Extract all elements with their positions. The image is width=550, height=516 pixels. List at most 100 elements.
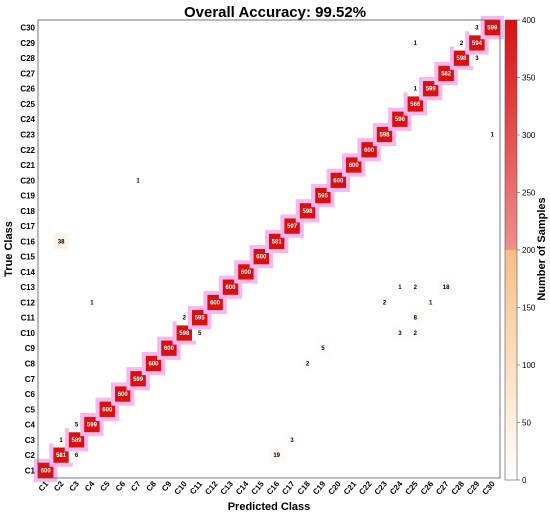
y-tick-label: C14: [20, 268, 35, 277]
y-tick-label: C26: [20, 85, 35, 94]
y-tick-label: C11: [21, 314, 36, 323]
colorbar: [504, 19, 518, 481]
y-tick-label: C21: [20, 161, 35, 170]
heatmap-cell: [407, 279, 423, 295]
colorbar-label: Number of Samples: [536, 197, 548, 300]
colorbar-tick-label: 350: [522, 74, 536, 83]
heatmap-cell: [438, 279, 454, 295]
cell-value-label: 1: [491, 133, 495, 139]
y-tick-label: C23: [20, 131, 35, 140]
x-axis-label: Predicted Class: [228, 501, 311, 513]
y-tick-label: C9: [25, 344, 36, 353]
x-tick-label: C16: [265, 479, 282, 496]
cell-value-label: 1: [414, 41, 418, 47]
y-tick-label: C28: [20, 54, 35, 63]
cell-value-label: 2: [183, 316, 187, 322]
cell-value-label: 589: [71, 438, 82, 444]
x-tick-label: C6: [114, 479, 128, 493]
x-tick-label: C30: [480, 479, 497, 496]
x-tick-label: C5: [98, 479, 112, 493]
cell-value-label: 1: [429, 300, 433, 306]
plot-frame: [37, 19, 501, 479]
heatmap-cell: [53, 233, 69, 249]
heatmap-cell: [315, 340, 331, 356]
y-tick-label: C29: [20, 39, 35, 48]
heatmap-cells: 600 581 6 19 1 589 3 5 599 600 600 599 600 2 600 5 598 5 3…: [34, 16, 504, 482]
colorbar-tick-label: 150: [522, 304, 536, 313]
heatmap-cell: [269, 447, 285, 463]
colorbar-ticks: 0 50 100 150 200 250 300 350 400: [517, 16, 536, 485]
colorbar-tick-label: 400: [522, 16, 536, 25]
cell-value-label: 597: [287, 224, 298, 230]
heatmap-cell: [299, 355, 316, 372]
cell-value-label: 38: [58, 239, 65, 245]
cell-value-label: 2: [383, 300, 387, 306]
cell-value-label: 600: [364, 148, 375, 154]
cell-value-label: 566: [410, 102, 421, 108]
y-tick-label: C17: [20, 222, 35, 231]
y-tick-label: C6: [25, 390, 36, 399]
y-tick-label: C7: [25, 375, 36, 384]
y-tick-label: C1: [25, 466, 36, 475]
cell-value-label: 595: [318, 194, 329, 200]
heatmap-cell: [284, 432, 300, 448]
cell-value-label: 3: [290, 438, 294, 444]
colorbar-tick-label: 200: [522, 246, 536, 255]
x-tick-label: C23: [373, 479, 390, 496]
x-tick-label: C11: [188, 479, 204, 496]
cell-value-label: 600: [164, 346, 175, 352]
heatmap-cell: [130, 172, 146, 188]
x-tick-label: C21: [342, 479, 359, 496]
colorbar-tick-label: 250: [522, 189, 536, 198]
x-tick-label: C24: [388, 479, 405, 496]
x-tick-label: C14: [234, 479, 251, 496]
cell-value-label: 5: [321, 346, 325, 352]
heatmap-cell: [484, 126, 500, 143]
cell-value-label: 598: [302, 209, 313, 215]
cell-value-label: 600: [256, 255, 267, 261]
cell-value-label: 598: [456, 56, 467, 62]
cell-value-label: 2: [414, 331, 418, 337]
cell-value-label: 600: [241, 270, 252, 276]
cell-value-label: 8: [414, 316, 418, 322]
cell-value-label: 600: [333, 178, 344, 184]
y-tick-label: C12: [20, 298, 35, 307]
cell-value-label: 600: [102, 407, 113, 413]
x-tick-label: C27: [434, 479, 451, 496]
x-tick-label: C15: [249, 479, 266, 496]
x-tick-label: C7: [129, 479, 143, 493]
cell-value-label: 1: [59, 438, 63, 444]
cell-value-label: 594: [472, 41, 483, 47]
x-tick-label: C20: [326, 479, 343, 496]
cell-value-label: 599: [133, 377, 144, 383]
cell-value-label: 19: [273, 453, 280, 459]
x-tick-label: C25: [403, 479, 420, 496]
y-tick-label: C30: [20, 24, 35, 33]
heatmap-cell: [392, 325, 408, 341]
y-tick-label: C3: [25, 436, 36, 445]
y-tick-label: C27: [20, 69, 35, 78]
cell-value-label: 598: [179, 331, 190, 337]
y-tick-labels: C1 C2 C3 C4 C5 C6 C7 C8 C9 C10 C11 C12 C13 C14 C15 C16 C…: [20, 24, 35, 476]
cell-value-label: 595: [195, 316, 206, 322]
x-tick-label: C19: [311, 479, 328, 496]
cell-value-label: 600: [118, 392, 129, 398]
cell-value-label: 600: [349, 163, 360, 169]
x-tick-labels: C1 C2 C3 C4 C5 C6 C7 C8 C9 C10 C11 C12 C13 C14 C15 C16 C…: [37, 479, 497, 496]
x-tick-label: C28: [450, 479, 467, 496]
x-tick-label: C18: [296, 479, 313, 496]
cell-value-label: 599: [487, 26, 498, 32]
y-tick-label: C13: [20, 283, 35, 292]
heatmap-cell: [407, 325, 423, 341]
y-tick-label: C22: [20, 146, 35, 155]
cell-value-label: 3: [475, 56, 479, 62]
cell-value-label: 581: [56, 453, 67, 459]
y-tick-label: C10: [20, 329, 35, 338]
y-tick-label: C15: [20, 253, 35, 262]
y-axis-label: True Class: [3, 221, 15, 277]
cell-value-label: 600: [41, 468, 52, 474]
heatmap-cell: [84, 294, 100, 311]
heatmap-cell: [407, 310, 423, 326]
y-tick-label: C20: [20, 176, 35, 185]
cell-value-label: 6: [75, 453, 79, 459]
